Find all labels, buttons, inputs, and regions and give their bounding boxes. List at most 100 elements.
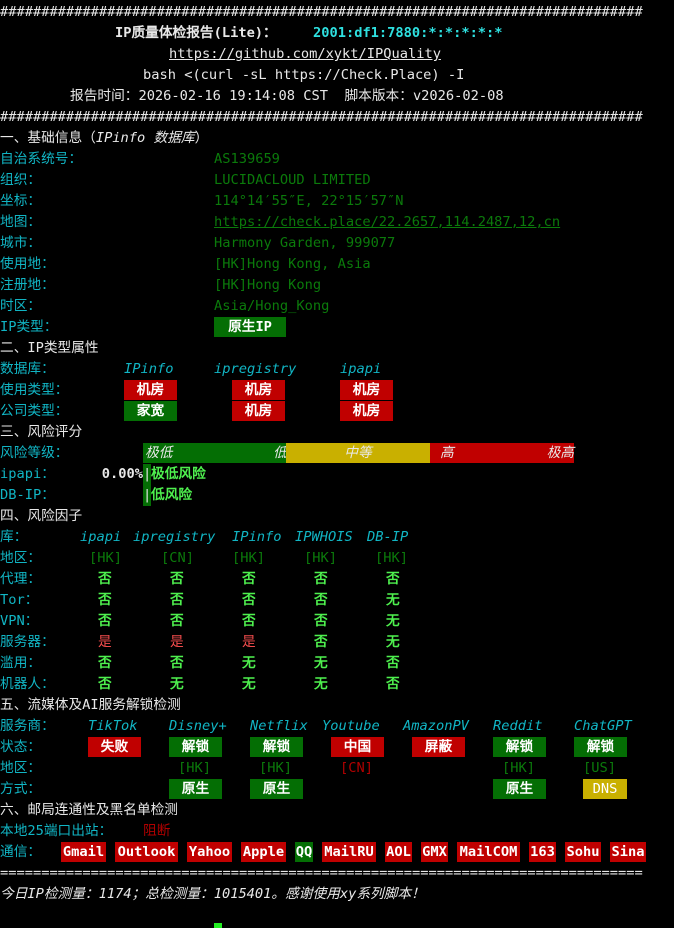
factor-value: 否 [170,571,184,587]
factor-label: 代理： [0,571,42,587]
risk-scale-text: 极高 [546,445,574,461]
port25-label: 本地25端口出站： [0,823,113,839]
factor-value: 无 [386,634,400,650]
factor-value: 无 [386,592,400,608]
service-name: TikTok [88,718,138,734]
factor-value: 无 [242,676,256,692]
service-status-badge: 解锁 [250,737,303,757]
risk-verdict: 低风险 [151,487,193,503]
risk-scale-segment: 高 极高 [430,443,574,463]
report-title: IP质量体检报告(Lite)： [115,25,277,41]
basic-value: LUCIDACLOUD LIMITED [214,172,371,188]
footer-stats: 今日IP检测量：1174；总检测量：1015401。感谢使用xy系列脚本！ [0,884,425,905]
risk-scale-segment: 中等 [286,443,430,463]
basic-label: 组织： [0,172,42,188]
factor-db-name: DB-IP [367,529,409,545]
service-name: Disney+ [169,718,227,734]
db-name: IPinfo [124,361,174,377]
factor-value: 否 [98,613,112,629]
service-method-badge: 原生 [493,779,546,799]
risk-scale-segment: 极低 低 [143,443,287,463]
factor-db-name: ipapi [80,529,122,545]
factor-value: 否 [314,613,328,629]
basic-value: [HK]Hong Kong, Asia [214,256,371,272]
risk-source-label: ipapi： [0,466,55,482]
factor-label: 服务器： [0,634,55,650]
mail-provider-badge: Yahoo [187,842,232,862]
factor-value: 否 [386,676,400,692]
factor-label: 滥用： [0,655,42,671]
service-method-badge: 原生 [250,779,303,799]
service-region: [CN] [340,760,373,776]
terminal-cursor [214,923,222,928]
factor-value: 否 [386,655,400,671]
basic-label: 自治系统号： [0,151,83,167]
mail-provider-badge: Outlook [115,842,178,862]
basic-label: 使用地： [0,256,55,272]
hash-divider-bottom: ########################################… [0,109,643,125]
factor-value: 否 [386,571,400,587]
factor-value: 否 [170,592,184,608]
region-label: 地区： [0,760,42,776]
factor-value: 否 [314,634,328,650]
service-name: Youtube [322,718,380,734]
basic-label: 坐标： [0,193,42,209]
repo-link[interactable]: https://github.com/xykt/IPQuality [169,46,441,62]
mail-provider-badge: Sohu [565,842,601,862]
risk-scale-text: 低 [273,445,287,461]
factor-value: 无 [314,655,328,671]
company-type-label: 公司类型： [0,403,69,419]
factor-value: 是 [98,634,112,650]
usage-type-badge: 机房 [340,380,393,400]
factor-value: 否 [170,655,184,671]
risk-scale-text: 中等 [344,445,372,461]
service-name: Netflix [250,718,308,734]
service-region: [US] [583,760,616,776]
basic-label: 地图： [0,214,42,230]
service-name: Reddit [493,718,543,734]
db-label: 数据库： [0,361,55,377]
map-link[interactable]: https://check.place/22.2657,114.2487,12,… [214,214,561,230]
service-name: ChatGPT [574,718,632,734]
section-mail-title: 六、邮局连通性及黑名单检测 [0,802,178,818]
company-type-badge: 机房 [340,401,393,421]
company-type-badge: 机房 [232,401,285,421]
factor-value: 否 [170,613,184,629]
basic-label: 城市： [0,235,42,251]
section-risk-title: 三、风险评分 [0,424,83,440]
factor-value: 无 [242,655,256,671]
risk-level-label: 风险等级： [0,445,69,461]
factor-value: 否 [98,655,112,671]
mail-provider-badge: Sina [610,842,646,862]
report-time-label: 报告时间： [70,88,139,104]
risk-marker: | [143,485,151,506]
service-status-badge: 屏蔽 [412,737,465,757]
footer-suffix: 。感谢使用xy系列脚本！ [271,886,425,902]
section-risk-factors-title: 四、风险因子 [0,508,83,524]
factor-value: 无 [314,676,328,692]
basic-value: AS139659 [214,151,280,167]
basic-value: Harmony Garden, 999077 [214,235,396,251]
version: v2026-02-08 [412,88,504,104]
ip-type-label: IP类型： [0,319,58,335]
title-end: ） [194,130,209,146]
factor-region: [HK] [232,550,265,566]
port25-value: 阻断 [143,823,171,839]
usage-type-badge: 机房 [124,380,177,400]
factor-value: 否 [242,613,256,629]
service-status-badge: 解锁 [169,737,222,757]
factor-value: 否 [98,676,112,692]
factor-region: [CN] [161,550,194,566]
footer-prefix: 今日IP检测量： [0,886,99,902]
footer-today-count: 1174 [98,886,132,902]
factor-value: 是 [242,634,256,650]
basic-value: Asia/Hong_Kong [214,298,330,314]
factor-label: 机器人： [0,676,55,692]
risk-scale-text: 极低 [145,445,173,461]
report-meta-line: 报告时间：2026-02-16 19:14:08 CST 脚本版本：v2026-… [70,86,504,107]
service-status-badge: 解锁 [493,737,546,757]
factor-db-name: ipregistry [133,529,216,545]
service-method-badge: DNS [583,779,627,799]
risk-verdict: 极低风险 [151,466,206,482]
